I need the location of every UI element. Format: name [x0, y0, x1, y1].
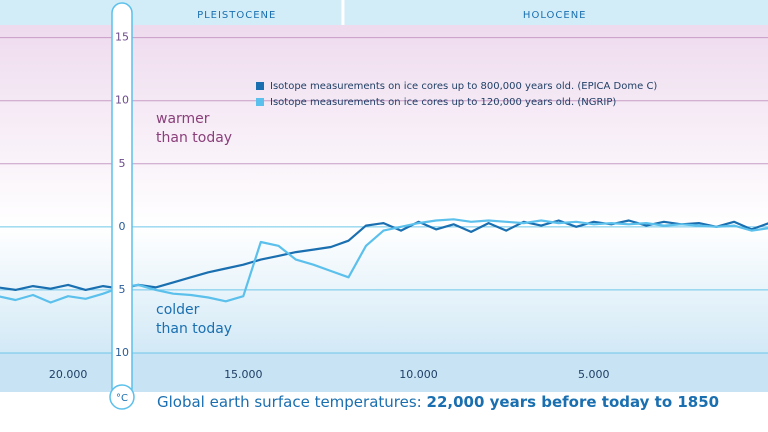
legend-swatch [256, 82, 264, 90]
era-label: HOLOCENE [523, 10, 587, 21]
annotation: than today [156, 130, 232, 146]
y-tick-label: 5 [119, 283, 126, 296]
y-tick-label: 10 [115, 94, 129, 107]
annotation: colder [156, 302, 200, 318]
era-band [0, 0, 342, 25]
y-unit: °C [116, 393, 128, 404]
chart-title: Global earth surface temperatures: 22,00… [157, 393, 719, 411]
annotation: than today [156, 321, 232, 337]
x-tick-label: 5.000 [578, 368, 610, 381]
era-label: PLEISTOCENE [197, 10, 276, 21]
y-tick-label: 5 [119, 157, 126, 170]
title-bold: 22,000 years before today to 1850 [427, 393, 720, 411]
x-tick-label: 15.000 [224, 368, 263, 381]
era-band [344, 0, 768, 25]
annotation: warmer [156, 111, 210, 127]
y-tick-label: 10 [115, 346, 129, 359]
y-tick-label: 15 [115, 31, 129, 44]
x-tick-label: 20.000 [49, 368, 88, 381]
legend-label: Isotope measurements on ice cores up to … [270, 81, 657, 92]
x-tick-label: 10.000 [399, 368, 438, 381]
y-tick-label: 0 [119, 220, 126, 233]
thermometer [111, 2, 133, 399]
title-text: Global earth surface temperatures: [157, 393, 422, 411]
legend-swatch [256, 98, 264, 106]
thermometer-bulb [109, 384, 135, 410]
legend-label: Isotope measurements on ice cores up to … [270, 97, 616, 108]
